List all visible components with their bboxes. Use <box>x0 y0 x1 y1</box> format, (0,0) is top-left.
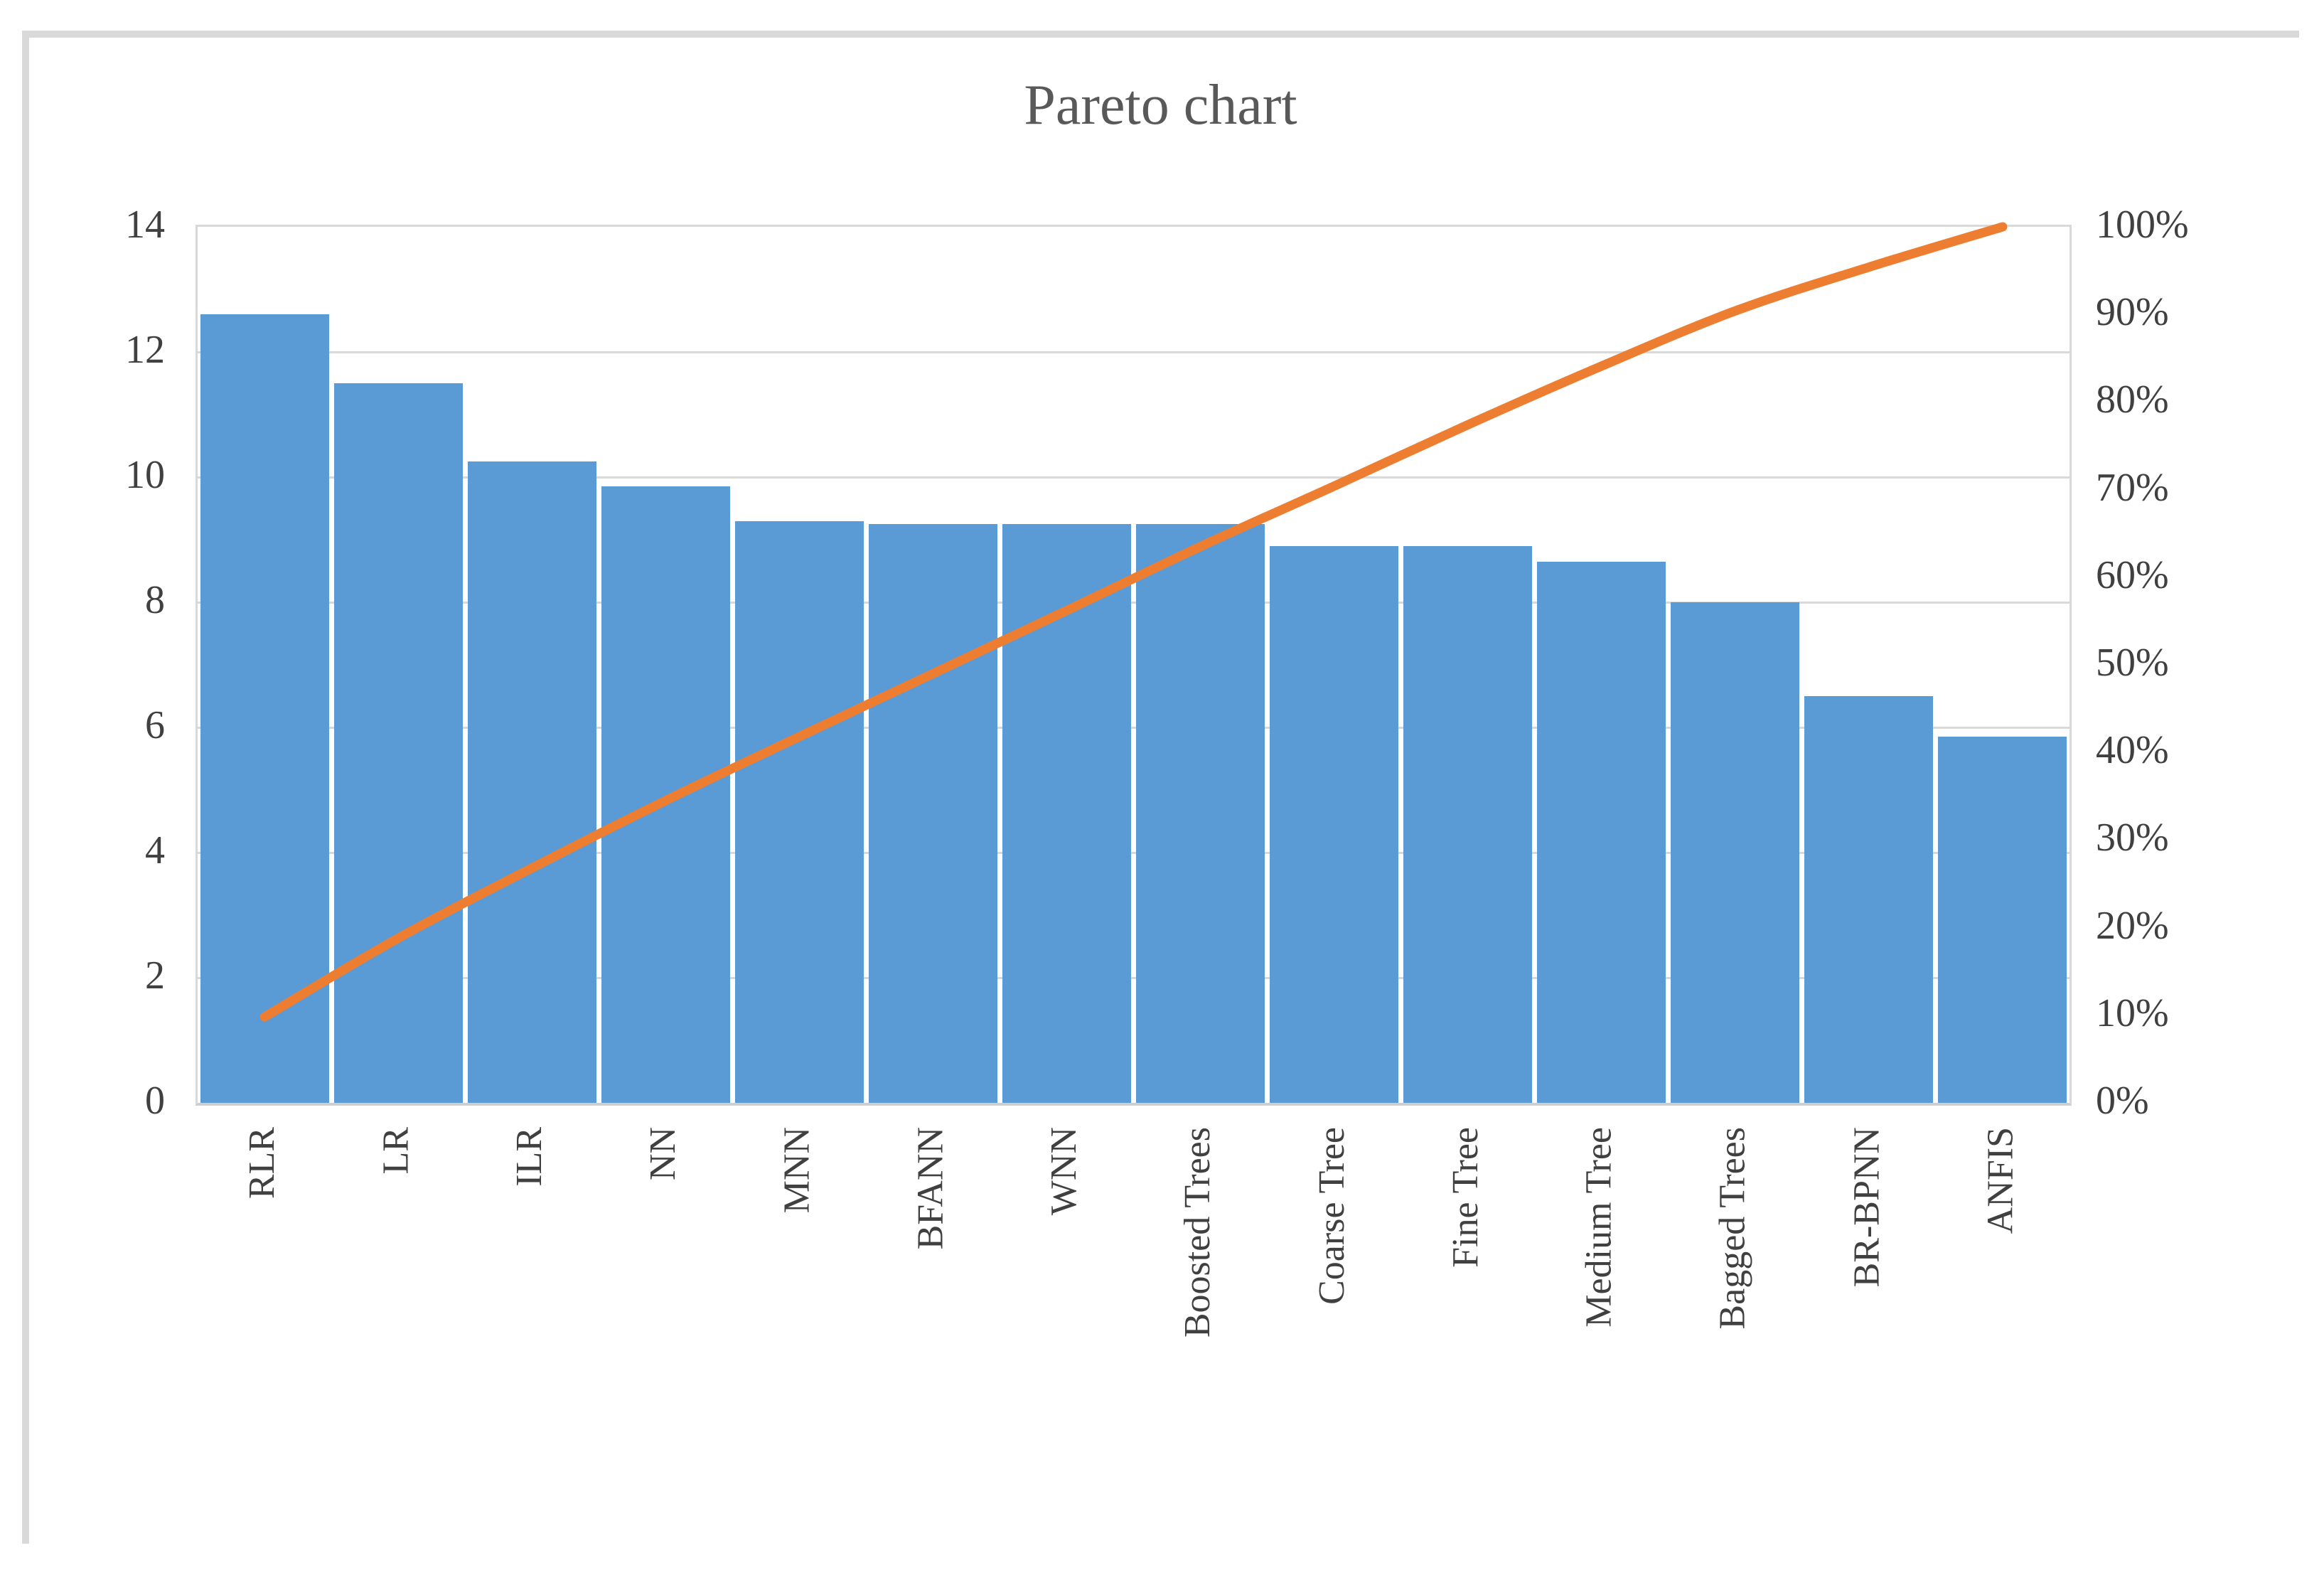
category-label: BR-BPNN <box>1846 1127 1887 1288</box>
gridline <box>198 351 2069 353</box>
bar <box>1804 696 1934 1103</box>
bar <box>333 383 463 1103</box>
category-label: Bagged Trees <box>1712 1127 1753 1330</box>
right-axis-tick-label: 60% <box>2096 552 2169 597</box>
right-axis-tick-label: 30% <box>2096 816 2169 860</box>
category-label: BFANN <box>910 1127 951 1250</box>
left-axis-tick-label: 4 <box>145 828 165 872</box>
bar <box>1270 545 1399 1103</box>
right-axis-tick-label: 90% <box>2096 290 2169 335</box>
bar <box>601 486 730 1103</box>
category-label: ILR <box>509 1127 550 1187</box>
bar <box>1002 524 1131 1103</box>
category-label: Boosted Trees <box>1177 1127 1219 1338</box>
right-axis-tick-label: 50% <box>2096 641 2169 685</box>
bar <box>1537 561 1666 1103</box>
category-label: Medium Tree <box>1578 1127 1619 1328</box>
right-axis-tick-label: 0% <box>2096 1079 2149 1123</box>
category-label: WNN <box>1044 1127 1085 1216</box>
chart-title: Pareto chart <box>1024 74 1297 137</box>
left-axis-tick-label: 10 <box>125 453 165 497</box>
category-label: LR <box>375 1127 417 1175</box>
bar <box>1671 602 1800 1103</box>
bar <box>1403 545 1533 1103</box>
right-axis-tick-label: 80% <box>2096 378 2169 422</box>
left-axis-tick-label: 8 <box>145 578 165 622</box>
bar <box>467 461 596 1103</box>
right-axis-tick-label: 100% <box>2096 203 2189 247</box>
category-label: Coarse Tree <box>1311 1127 1352 1305</box>
right-axis-tick-label: 20% <box>2096 903 2169 948</box>
category-label: MNN <box>776 1127 818 1214</box>
category-label: ANFIS <box>1979 1127 2020 1234</box>
left-axis-tick-label: 6 <box>145 703 165 747</box>
left-axis-tick-label: 0 <box>145 1079 165 1123</box>
bar <box>200 314 329 1103</box>
category-label: Fine Tree <box>1445 1127 1486 1268</box>
bar <box>1938 737 2067 1103</box>
right-axis-tick-label: 40% <box>2096 728 2169 773</box>
right-axis-tick-label: 10% <box>2096 990 2169 1035</box>
plot-area <box>196 222 2072 1106</box>
figure-frame-top-border <box>22 31 2299 38</box>
figure-frame-left-border <box>22 31 29 1544</box>
category-label: RLR <box>242 1127 283 1200</box>
bar <box>868 524 997 1103</box>
left-axis-tick-label: 12 <box>125 328 165 372</box>
bar <box>734 520 864 1103</box>
left-axis-tick-label: 14 <box>125 203 165 247</box>
right-axis-tick-label: 70% <box>2096 465 2169 510</box>
category-label: NN <box>643 1127 684 1181</box>
left-axis-tick-label: 2 <box>145 954 165 998</box>
bar <box>1136 524 1265 1103</box>
